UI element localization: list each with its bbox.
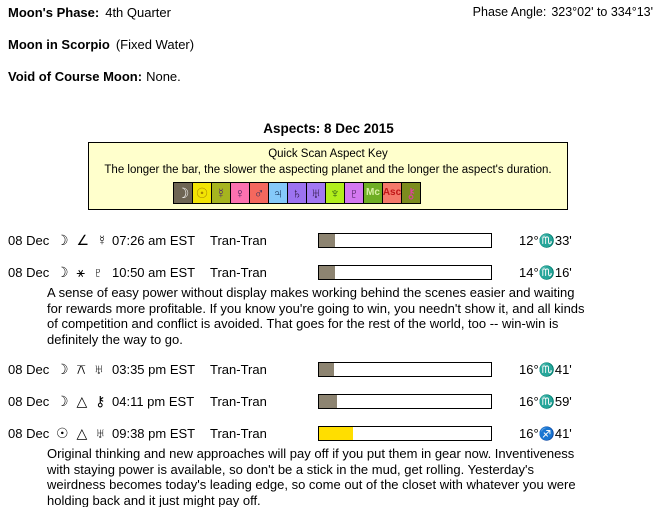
aspect-duration-bar <box>318 394 492 409</box>
aspect-time: 04:11 pm EST <box>112 394 195 409</box>
key-cell-jupiter: ♃ <box>268 182 288 204</box>
quick-scan-aspect-key-box: Quick Scan Aspect Key The longer the bar… <box>88 142 568 210</box>
void-of-course-line: Void of Course Moon: None. <box>8 69 181 84</box>
key-cell-saturn: ♄ <box>287 182 307 204</box>
aspect-position: 16°♐41' <box>519 426 572 441</box>
aspect-position: 14°♏16' <box>519 265 572 280</box>
aspect-duration-fill <box>319 427 353 440</box>
key-cell-chiron: ⚷ <box>401 182 421 204</box>
aspect-type: Tran-Tran <box>210 233 267 248</box>
aspect-type: Tran-Tran <box>210 362 267 377</box>
moons-phase-value: 4th Quarter <box>105 5 171 20</box>
aspect-time: 07:26 am EST <box>112 233 196 248</box>
aspect-glyphs: ☽ ∠ ☿ <box>56 232 110 248</box>
aspect-glyphs: ☽ ⚹ ♇ <box>56 264 106 280</box>
key-cell-uranus: ♅ <box>306 182 326 204</box>
aspect-position: 16°♏41' <box>519 362 572 377</box>
key-cell-ascendant: Asc <box>382 182 402 204</box>
void-of-course-label: Void of Course Moon: <box>8 69 143 84</box>
aspect-type: Tran-Tran <box>210 394 267 409</box>
aspect-time: 10:50 am EST <box>112 265 196 280</box>
phase-angle: Phase Angle: 323°02' to 334°13' <box>473 5 653 19</box>
aspect-time: 09:38 pm EST <box>112 426 196 441</box>
key-cell-mercury: ☿ <box>211 182 231 204</box>
aspect-glyphs: ☽ △ ⚷ <box>56 393 108 409</box>
aspect-row-moon-trine-chiron: 08 Dec ☽ △ ⚷ 04:11 pm EST Tran-Tran 16°♏… <box>0 393 657 411</box>
aspect-date: 08 Dec <box>8 426 50 441</box>
aspect-duration-fill <box>319 266 336 279</box>
moons-phase-line: Moon's Phase: 4th Quarter <box>8 5 171 20</box>
void-of-course-value: None. <box>146 69 181 84</box>
aspect-interpretation: Original thinking and new approaches wil… <box>47 446 576 507</box>
aspect-row-moon-semisquare-mercury: 08 Dec ☽ ∠ ☿ 07:26 am EST Tran-Tran 12°♏… <box>0 232 657 250</box>
aspect-glyphs: ☉ △ ♅ <box>56 425 108 441</box>
aspect-key-title: Quick Scan Aspect Key <box>268 148 388 160</box>
aspect-duration-fill <box>319 234 336 247</box>
aspect-duration-fill <box>319 363 335 376</box>
aspect-time: 03:35 pm EST <box>112 362 196 377</box>
aspect-glyphs: ☽ ⚻ ♅ <box>56 361 107 377</box>
aspect-type: Tran-Tran <box>210 426 267 441</box>
phase-angle-value: 323°02' to 334°13' <box>551 5 653 19</box>
aspect-row-sun-trine-uranus: 08 Dec ☉ △ ♅ 09:38 pm EST Tran-Tran 16°♐… <box>0 425 657 443</box>
key-cell-venus: ♀ <box>230 182 250 204</box>
aspect-date: 08 Dec <box>8 394 50 409</box>
aspect-duration-fill <box>319 395 338 408</box>
aspect-duration-bar <box>318 265 492 280</box>
key-cell-neptune: ♆ <box>325 182 345 204</box>
key-cell-mars: ♂ <box>249 182 269 204</box>
phase-angle-label: Phase Angle: <box>472 5 547 19</box>
aspect-row-moon-quincunx-uranus: 08 Dec ☽ ⚻ ♅ 03:35 pm EST Tran-Tran 16°♏… <box>0 361 657 379</box>
aspect-duration-bar <box>318 233 492 248</box>
aspect-type: Tran-Tran <box>210 265 267 280</box>
key-cell-moon: ☽ <box>173 182 193 204</box>
aspect-interpretation: A sense of easy power without display ma… <box>47 285 585 347</box>
aspects-title: Aspects: 8 Dec 2015 <box>263 121 394 136</box>
moon-sign-label: Moon in Scorpio <box>8 37 110 52</box>
aspect-key-subtitle: The longer the bar, the slower the aspec… <box>104 164 552 176</box>
aspect-duration-bar <box>318 362 492 377</box>
moons-phase-label: Moon's Phase: <box>8 5 100 20</box>
aspect-position: 16°♏59' <box>519 394 572 409</box>
key-cell-sun: ☉ <box>192 182 212 204</box>
aspect-date: 08 Dec <box>8 265 50 280</box>
aspect-date: 08 Dec <box>8 233 50 248</box>
moon-sign-note: (Fixed Water) <box>115 37 195 52</box>
aspect-duration-bar <box>318 426 492 441</box>
planet-key-strip: ☽ ☉ ☿ ♀ ♂ ♃ ♄ ♅ ♆ ♇ Mc Asc ⚷ <box>173 182 421 204</box>
aspect-list: 08 Dec ☽ ∠ ☿ 07:26 am EST Tran-Tran 12°♏… <box>0 232 657 507</box>
key-cell-pluto: ♇ <box>344 182 364 204</box>
aspect-row-moon-sextile-pluto: 08 Dec ☽ ⚹ ♇ 10:50 am EST Tran-Tran 14°♏… <box>0 264 657 282</box>
aspect-position: 12°♏33' <box>519 233 572 248</box>
aspect-date: 08 Dec <box>8 362 50 377</box>
moon-sign-line: Moon in Scorpio (Fixed Water) <box>8 37 194 52</box>
key-cell-midheaven: Mc <box>363 182 383 204</box>
